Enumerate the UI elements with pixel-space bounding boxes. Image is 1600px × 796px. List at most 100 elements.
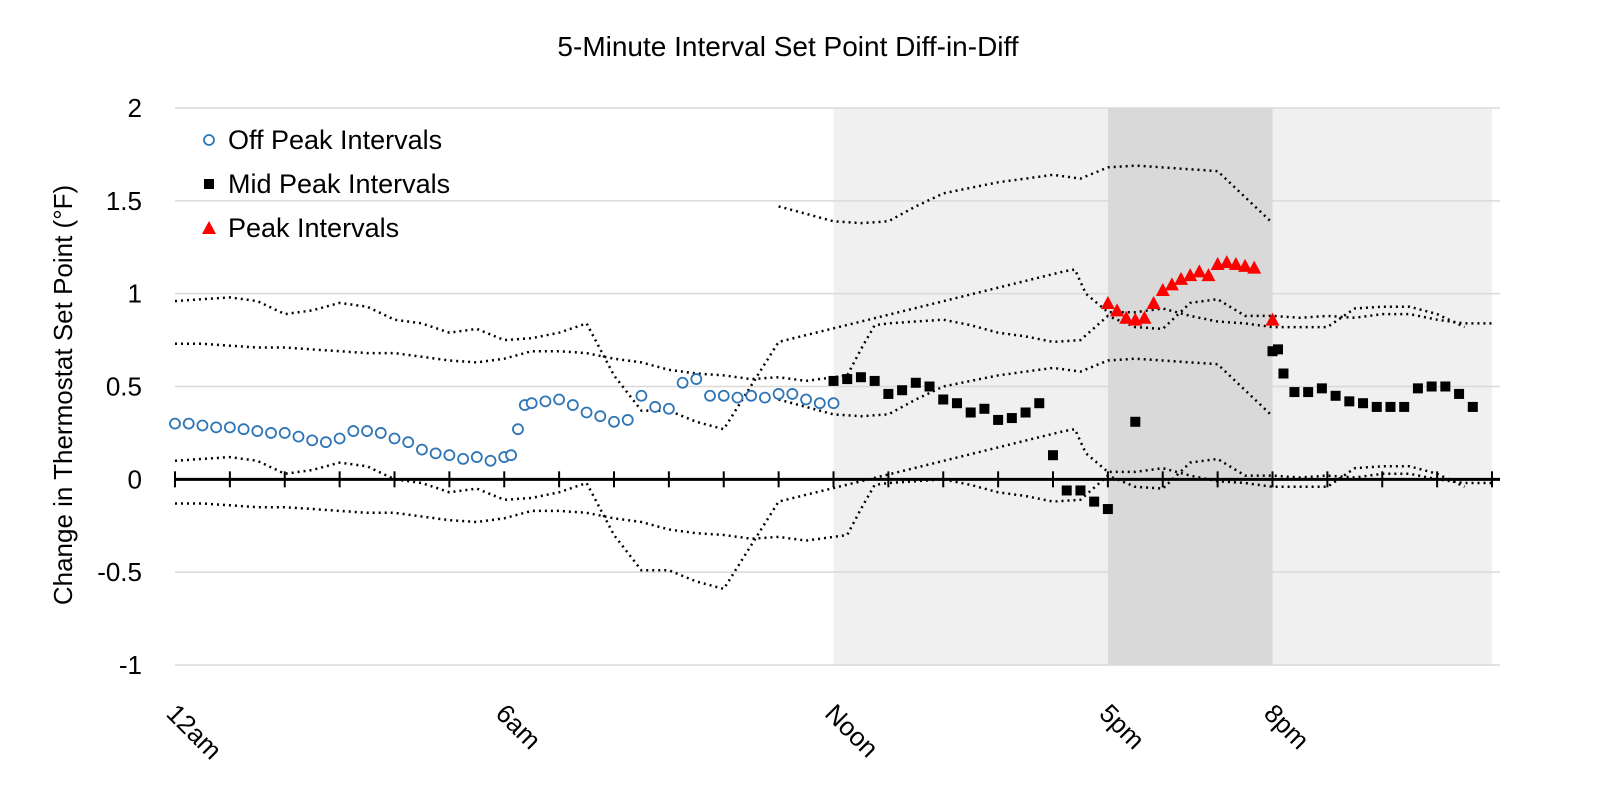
data-point-circle <box>388 432 401 445</box>
data-point-square <box>951 398 962 409</box>
data-point-triangle <box>1192 264 1207 278</box>
data-point-circle <box>800 393 812 406</box>
data-point-circle <box>786 388 799 400</box>
lower-band-0 <box>175 457 1492 542</box>
data-point-square <box>1330 390 1341 401</box>
data-point-square <box>1267 346 1278 357</box>
data-point-square <box>1272 344 1283 355</box>
data-point-circle <box>553 393 566 406</box>
data-point-square <box>1358 398 1369 409</box>
data-point-square <box>1034 398 1045 409</box>
data-point-triangle <box>1146 295 1161 309</box>
data-point-square <box>1412 383 1423 394</box>
chart-title: 5-Minute Interval Set Point Diff-in-Diff <box>557 31 1018 62</box>
data-point-circle <box>676 376 689 389</box>
data-point-circle <box>704 389 716 402</box>
data-point-circle <box>566 399 579 411</box>
data-point-circle <box>443 449 456 462</box>
legend: Off Peak Intervals Mid Peak Intervals Peak… <box>202 125 450 243</box>
legend-marker-square <box>204 179 214 189</box>
data-point-square <box>910 377 921 388</box>
data-point-circle <box>210 421 223 434</box>
data-point-square <box>1454 388 1465 399</box>
data-point-circle <box>223 421 236 434</box>
data-point-square <box>1467 401 1478 412</box>
x-tick-label: 6am <box>490 698 547 755</box>
data-point-circle <box>196 419 209 432</box>
upper-band-0 <box>175 297 1492 383</box>
data-point-circle <box>539 395 552 408</box>
data-point-square <box>1102 504 1113 515</box>
legend-marker-circle <box>203 134 215 146</box>
y-tick-label: 2 <box>128 93 142 123</box>
data-point-circle <box>470 451 483 463</box>
lower-band-2 <box>778 357 1274 418</box>
data-point-square <box>1426 381 1437 392</box>
data-point-triangle <box>1174 271 1189 285</box>
data-point-square <box>1289 387 1300 398</box>
data-point-circle <box>690 373 703 385</box>
data-point-circle <box>594 410 607 423</box>
data-point-triangle <box>1100 295 1115 309</box>
data-point-triangle <box>1183 268 1198 282</box>
data-point-square <box>1440 381 1451 392</box>
legend-label: Peak Intervals <box>228 213 399 243</box>
confidence-bands <box>174 164 1492 591</box>
data-point-triangle <box>1219 255 1234 269</box>
data-point-circle <box>402 436 415 449</box>
data-point-circle <box>621 414 634 426</box>
data-point-circle <box>649 401 662 413</box>
data-point-circle <box>374 427 387 439</box>
upper-band-2 <box>778 164 1274 225</box>
data-point-circle <box>265 427 277 439</box>
data-point-circle <box>580 406 593 419</box>
data-point-square <box>965 407 976 418</box>
legend-label: Mid Peak Intervals <box>228 169 450 199</box>
data-point-square <box>1344 396 1355 407</box>
data-point-circle <box>347 425 360 437</box>
data-point-triangle <box>1201 268 1216 282</box>
data-point-circle <box>182 417 195 430</box>
data-point-square <box>1316 383 1327 394</box>
data-point-square <box>883 388 894 399</box>
data-point-circle <box>320 436 332 449</box>
data-point-square <box>1371 401 1382 412</box>
x-tick-label: 8pm <box>1258 698 1315 755</box>
data-point-square <box>924 381 935 392</box>
data-point-square <box>855 372 866 383</box>
data-point-square <box>1399 401 1410 412</box>
data-point-square <box>897 385 908 396</box>
legend-marker-triangle <box>202 221 216 234</box>
data-point-square <box>1075 485 1086 496</box>
data-point-triangle <box>1247 260 1262 274</box>
data-points <box>169 255 1478 515</box>
data-point-circle <box>525 397 538 410</box>
data-point-circle <box>608 415 620 428</box>
data-point-circle <box>416 443 428 456</box>
data-point-circle <box>512 423 524 436</box>
data-point-circle <box>306 434 319 447</box>
data-point-triangle <box>1110 303 1125 317</box>
data-point-square <box>979 403 990 414</box>
data-point-triangle <box>1137 310 1152 324</box>
data-point-circle <box>169 417 181 430</box>
x-tick-label: 5pm <box>1094 698 1151 755</box>
data-point-circle <box>772 388 785 400</box>
data-point-triangle <box>1119 310 1134 324</box>
data-point-square <box>1385 401 1396 412</box>
data-point-square <box>938 394 949 405</box>
y-tick-label: 0 <box>128 464 142 494</box>
y-tick-label: 1.5 <box>106 186 142 216</box>
y-tick-label: 1 <box>128 279 142 309</box>
data-point-circle <box>635 389 648 402</box>
data-point-square <box>1061 485 1072 496</box>
data-point-circle <box>505 449 518 462</box>
y-tick-label: -1 <box>119 650 142 680</box>
data-point-square <box>1020 407 1031 418</box>
data-point-circle <box>759 391 771 404</box>
data-point-triangle <box>1238 258 1253 272</box>
gridlines <box>175 107 1500 666</box>
data-point-circle <box>745 389 758 402</box>
data-point-circle <box>662 402 675 415</box>
